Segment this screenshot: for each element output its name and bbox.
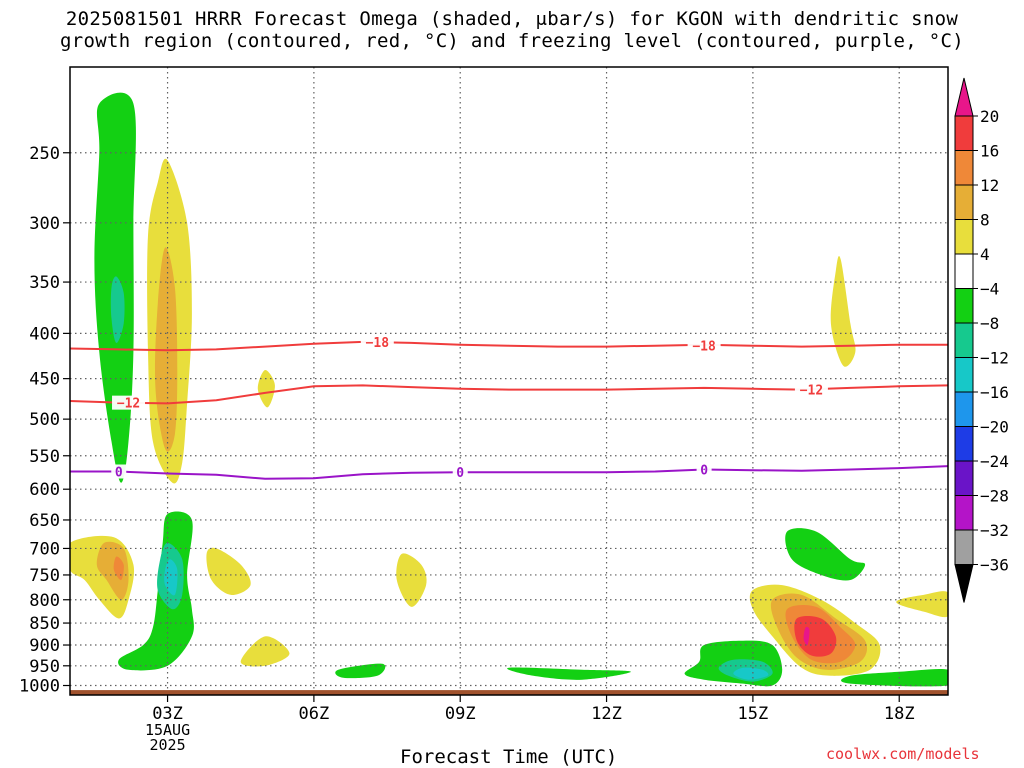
x-axis-label: Forecast Time (UTC)	[400, 746, 618, 768]
colorbar-label: 12	[980, 176, 999, 195]
omega-region-26	[896, 591, 948, 618]
contour-label--18: −18	[366, 336, 390, 351]
y-tick-label-800: 800	[29, 591, 60, 611]
y-tick-label-1000: 1000	[19, 677, 60, 697]
colorbar-arrow-bottom	[954, 564, 974, 603]
y-tick-label-450: 450	[29, 370, 60, 390]
y-tick-label-600: 600	[29, 480, 60, 500]
omega-region-25	[785, 528, 866, 581]
omega-region-15	[335, 663, 386, 679]
y-tick-label-950: 950	[29, 657, 60, 677]
y-tick-label-350: 350	[29, 273, 60, 293]
colorbar-label: −32	[980, 521, 1009, 540]
x-tick-label-12Z: 12Z	[591, 704, 622, 724]
omega-region-12	[206, 547, 251, 595]
terrain-rect	[70, 690, 948, 695]
colorbar-label: −16	[980, 383, 1009, 402]
y-tick-label-700: 700	[29, 539, 60, 559]
colorbar-label: −24	[980, 452, 1009, 471]
omega-region-16	[507, 667, 631, 680]
axes: 2503003504004505005506006507007508008509…	[19, 66, 949, 754]
chart-title: 2025081501 HRRR Forecast Omega (shaded, …	[60, 8, 964, 52]
colorbar-segment	[954, 288, 974, 324]
colorbar-segment	[954, 184, 974, 220]
colorbar-segment	[954, 115, 974, 151]
contour-label-bg	[794, 382, 828, 397]
x-tick-label-03Z: 03Z	[152, 704, 183, 724]
x-tick-label-09Z: 09Z	[445, 704, 476, 724]
colorbar-arrow-top	[954, 77, 974, 117]
colorbar-label: 20	[980, 107, 999, 126]
plot-frame	[69, 66, 949, 696]
omega-region-19	[733, 667, 769, 680]
x-tick-label-06Z: 06Z	[299, 704, 330, 724]
contour-label-0: 0	[456, 466, 464, 481]
colorbar: 20 16 12 8 4 −4 −8 −12 −16 −20 −24 −28 −32 −36	[954, 77, 1009, 603]
colorbar-label: −4	[980, 280, 999, 299]
omega-region-27	[841, 669, 948, 687]
y-tick-label-500: 500	[29, 410, 60, 430]
colorbar-segment	[954, 253, 974, 289]
colorbar-label: 4	[980, 245, 990, 264]
omega-region-24	[803, 626, 810, 646]
colorbar-segment	[954, 460, 974, 496]
colorbar-label: 16	[980, 142, 999, 161]
colorbar-label: −12	[980, 349, 1009, 368]
colorbar-segment	[954, 150, 974, 186]
colorbar-label: −20	[980, 418, 1009, 437]
colorbar-label: −36	[980, 556, 1009, 575]
contour-label-bg	[112, 395, 146, 410]
x-tick-label-18Z: 18Z	[884, 704, 915, 724]
y-tick-label-650: 650	[29, 511, 60, 531]
credit-text: coolwx.com/models	[826, 745, 980, 763]
omega-region-7	[96, 541, 129, 600]
contour-line-0	[70, 465, 948, 480]
colorbar-segment	[954, 322, 974, 358]
contour-labels: −18 −18 −12 −12 0 0 0	[111, 334, 828, 481]
omega-region-1	[110, 276, 125, 343]
y-tick-label-900: 900	[29, 636, 60, 656]
x-tick-sublabel: 15AUG	[145, 721, 190, 739]
contour-line--18	[70, 340, 948, 352]
x-tick-sublabel: 2025	[149, 736, 185, 754]
y-tick-label-400: 400	[29, 324, 60, 344]
omega-region-13	[396, 553, 427, 607]
y-tick-label-750: 750	[29, 566, 60, 586]
colorbar-segment	[954, 529, 974, 565]
contour-label-bg	[452, 465, 468, 480]
omega-region-14	[240, 636, 290, 667]
contour-label-bg	[360, 334, 394, 349]
terrain-fill	[70, 690, 948, 695]
y-tick-label-300: 300	[29, 214, 60, 234]
temperature-contours	[70, 340, 948, 480]
contour-label-0: 0	[700, 463, 708, 478]
y-tick-label-850: 850	[29, 614, 60, 634]
omega-region-8	[113, 556, 124, 581]
omega-region-23	[794, 615, 837, 657]
x-tick-label-15Z: 15Z	[738, 704, 769, 724]
omega-region-5	[830, 255, 856, 367]
colorbar-label: −8	[980, 314, 999, 333]
contour-label--12: −12	[117, 397, 140, 412]
colorbar-segment	[954, 391, 974, 427]
colorbar-label: −28	[980, 487, 1009, 506]
contour-label-0: 0	[115, 466, 123, 481]
y-tick-label-250: 250	[29, 144, 60, 164]
colorbar-segment	[954, 219, 974, 255]
colorbar-segment	[954, 357, 974, 393]
contour-label-bg	[111, 464, 127, 479]
contour-label--12: −12	[800, 384, 823, 399]
colorbar-segment	[954, 495, 974, 531]
colorbar-label: 8	[980, 211, 990, 230]
contour-label-bg	[696, 462, 712, 477]
colorbar-segment	[954, 426, 974, 462]
omega-region-4	[257, 369, 275, 408]
y-tick-label-550: 550	[29, 447, 60, 467]
contour-label-bg	[687, 338, 721, 353]
contour-label--18: −18	[692, 340, 716, 355]
grid-lines	[70, 67, 948, 691]
